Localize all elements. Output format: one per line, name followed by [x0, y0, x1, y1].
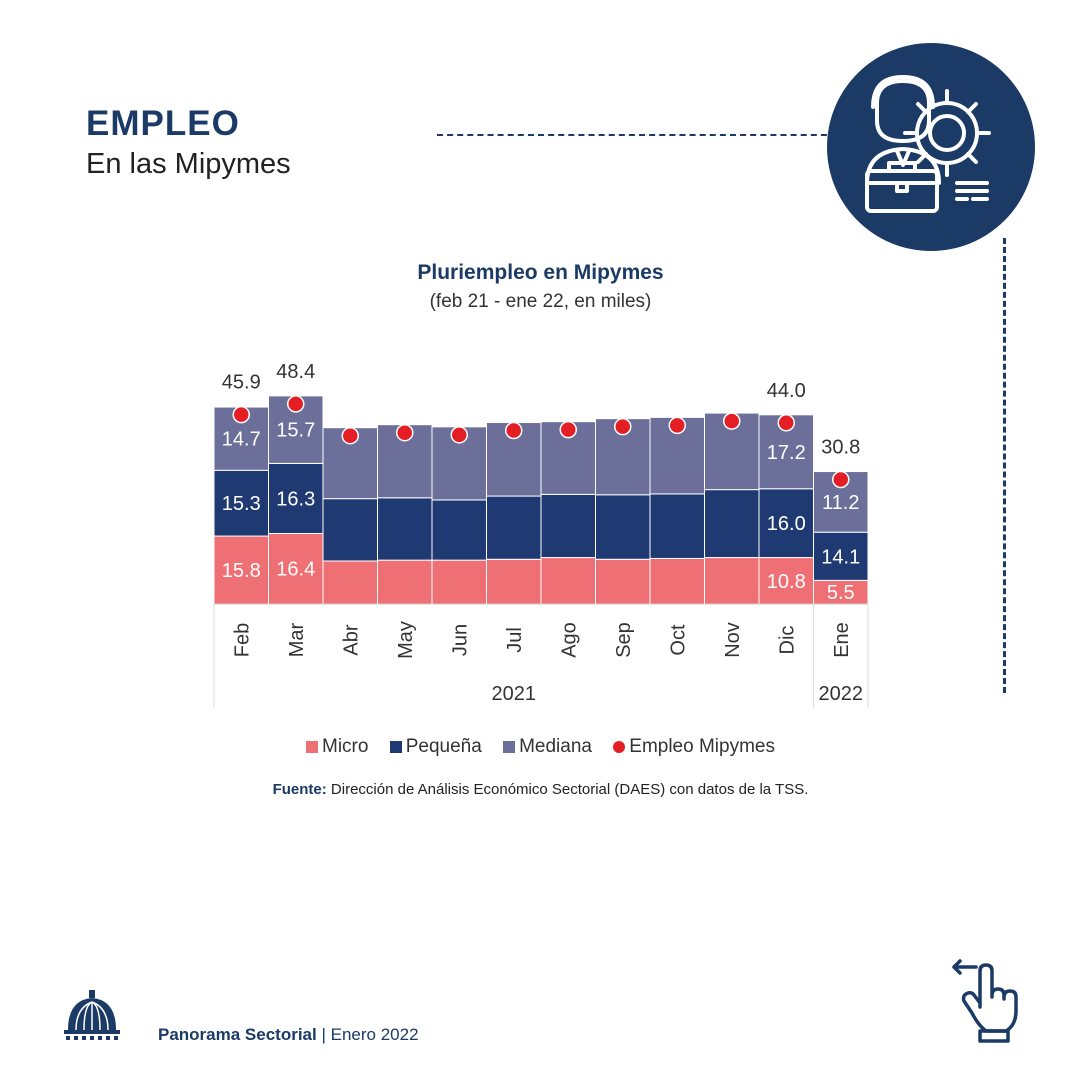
- x-tick-label: Jul: [504, 627, 526, 653]
- data-label: 15.8: [222, 560, 261, 582]
- bar-segment-pequea-may: [377, 497, 433, 561]
- bar-segment-pequea-nov: [704, 489, 760, 559]
- legend-label-empleo: Empleo Mipymes: [629, 736, 775, 757]
- swipe-hand-icon[interactable]: [950, 957, 1022, 1048]
- x-tick-label: May: [395, 621, 417, 659]
- legend-label-pequena: Pequeña: [405, 736, 482, 757]
- businessman-gear-icon: [827, 43, 1035, 251]
- bar-segment-pequea-sep: [595, 494, 651, 560]
- total-marker-mar: [287, 395, 305, 413]
- total-marker-jun: [450, 426, 468, 444]
- bar-segment-pequea-jun: [431, 499, 487, 561]
- x-tick-label: Ene: [831, 622, 853, 658]
- data-label: 10.8: [767, 571, 806, 593]
- footer: Panorama Sectorial | Enero 2022: [158, 1025, 419, 1045]
- footer-date: Enero 2022: [330, 1025, 419, 1044]
- total-marker-ago: [559, 420, 577, 439]
- x-tick-label: Oct: [667, 624, 689, 656]
- bar-segment-pequea-ene: [813, 531, 869, 581]
- data-label: 5.5: [827, 582, 855, 604]
- total-marker-abr: [341, 426, 359, 445]
- bar-segment-micro-sep: [595, 558, 651, 605]
- total-marker-may: [396, 423, 414, 442]
- source-label: Fuente:: [272, 781, 327, 798]
- chart-legend: Micro Pequeña Mediana Empleo Mipymes: [0, 736, 1081, 758]
- legend-swatch-empleo: [613, 740, 626, 753]
- year-group-label: 2022: [819, 683, 864, 705]
- data-label: 14.1: [821, 546, 860, 568]
- total-marker-nov: [723, 412, 741, 430]
- total-marker-sep: [614, 417, 632, 436]
- data-label: 15.3: [222, 493, 261, 515]
- legend-swatch-mediana: [503, 740, 516, 753]
- x-tick-label: Nov: [722, 622, 744, 658]
- bar-segment-pequea-oct: [649, 493, 705, 559]
- bar-segment-pequea-jul: [486, 495, 542, 560]
- data-label: 16.3: [276, 488, 315, 510]
- data-label: 14.7: [222, 429, 261, 451]
- legend-item-mediana: Mediana: [503, 736, 592, 758]
- page-subtitle: En las Mipymes: [86, 148, 291, 180]
- dome-logo-icon: [62, 990, 122, 1047]
- chart-title: Pluriempleo en Mipymes: [417, 261, 664, 284]
- legend-item-empleo: Empleo Mipymes: [613, 736, 775, 758]
- page-title: EMPLEO: [86, 104, 240, 143]
- dashed-line-vertical: [1003, 238, 1006, 693]
- total-marker-oct: [668, 416, 686, 435]
- legend-swatch-pequena: [389, 740, 402, 753]
- total-label: 30.8: [821, 437, 860, 459]
- bar-segment-micro-feb: [213, 535, 269, 605]
- x-tick-label: Mar: [286, 622, 308, 657]
- chart-subtitle: (feb 21 - ene 22, en miles): [429, 291, 652, 312]
- legend-swatch-micro: [306, 740, 318, 753]
- x-tick-label: Dic: [776, 626, 798, 655]
- x-tick-label: Sep: [613, 622, 635, 658]
- footer-separator: |: [316, 1025, 331, 1044]
- dashed-line-horizontal: [437, 134, 837, 136]
- data-label: 16.0: [767, 513, 806, 535]
- x-tick-label: Jun: [449, 624, 471, 656]
- bar-segment-micro-dic: [758, 557, 814, 605]
- total-label: 45.9: [222, 372, 261, 394]
- bar-segment-micro-abr: [322, 560, 378, 605]
- bar-segment-pequea-mar: [268, 462, 324, 534]
- bar-segment-mediana-nov: [704, 412, 760, 491]
- bar-segment-micro-nov: [704, 557, 760, 605]
- data-label: 15.7: [276, 420, 315, 442]
- bar-segment-micro-jul: [486, 558, 542, 605]
- bar-segment-micro-ago: [540, 557, 596, 605]
- total-marker-feb: [232, 405, 250, 424]
- data-label: 11.2: [822, 492, 859, 514]
- legend-item-micro: Micro: [306, 736, 368, 758]
- data-label: 16.4: [276, 559, 315, 581]
- x-tick-label: Ago: [558, 622, 580, 658]
- legend-label-mediana: Mediana: [519, 736, 592, 757]
- footer-brand: Panorama Sectorial: [158, 1025, 317, 1044]
- total-marker-ene: [832, 470, 850, 489]
- legend-item-pequena: Pequeña: [389, 736, 482, 758]
- bar-segment-pequea-feb: [213, 469, 269, 537]
- year-group-label: 2021: [492, 683, 537, 705]
- bar-segment-pequea-abr: [322, 498, 378, 562]
- bar-segment-pequea-ago: [540, 493, 596, 559]
- source-text: Dirección de Análisis Económico Sectoria…: [326, 781, 809, 798]
- legend-label-micro: Micro: [322, 736, 369, 757]
- bar-segment-micro-oct: [649, 557, 705, 605]
- total-label: 44.0: [767, 380, 806, 402]
- x-tick-label: Abr: [340, 624, 362, 655]
- total-marker-jul: [505, 421, 523, 440]
- bar-segment-micro-jun: [431, 559, 487, 605]
- total-marker-dic: [777, 414, 795, 432]
- source-note: Fuente: Dirección de Análisis Económico …: [0, 781, 1081, 798]
- bar-segment-micro-may: [377, 559, 433, 605]
- total-label: 48.4: [276, 361, 315, 383]
- x-tick-label: Feb: [231, 623, 253, 657]
- data-label: 17.2: [767, 442, 806, 464]
- bar-segment-pequea-dic: [758, 488, 814, 559]
